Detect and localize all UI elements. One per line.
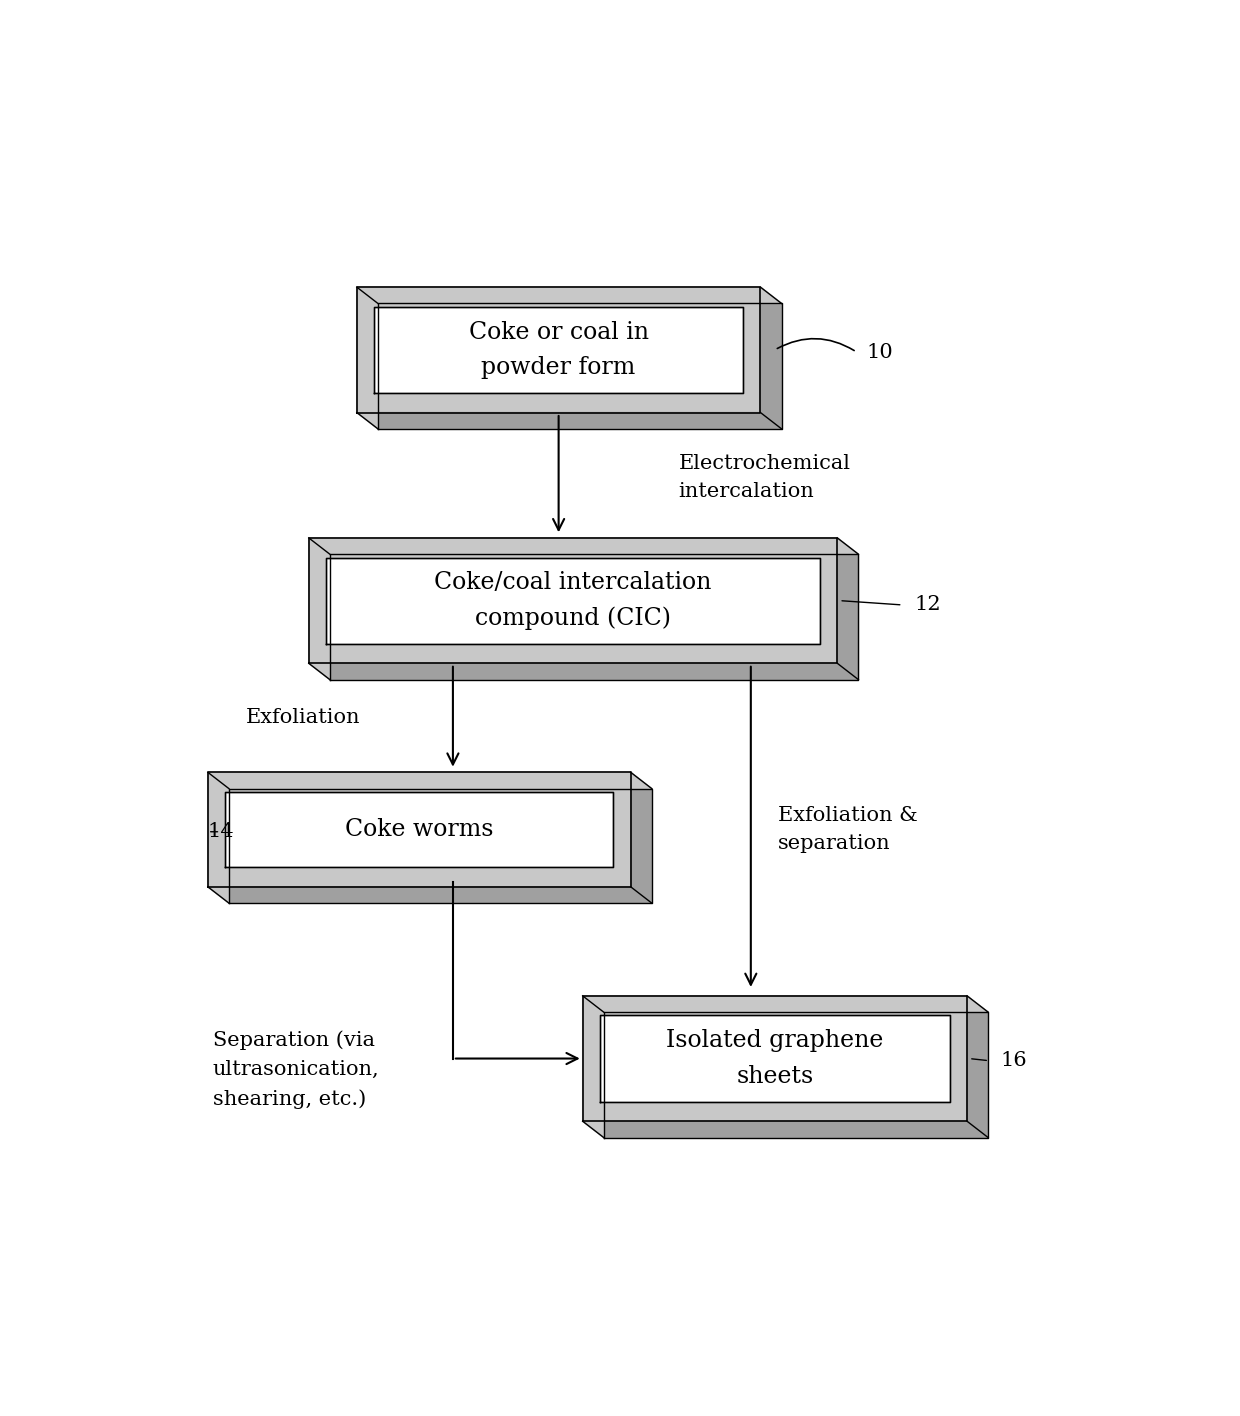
Polygon shape <box>357 287 378 429</box>
Text: 12: 12 <box>914 596 941 615</box>
Text: Isolated graphene
sheets: Isolated graphene sheets <box>666 1029 884 1087</box>
Polygon shape <box>326 558 820 644</box>
Text: Exfoliation &
separation: Exfoliation & separation <box>777 806 918 854</box>
Polygon shape <box>208 772 652 789</box>
Polygon shape <box>583 995 967 1121</box>
Polygon shape <box>837 538 858 680</box>
Polygon shape <box>226 792 614 867</box>
Polygon shape <box>357 412 781 429</box>
Polygon shape <box>357 287 760 412</box>
Text: 14: 14 <box>208 823 234 841</box>
Polygon shape <box>208 772 229 903</box>
Polygon shape <box>583 995 988 1012</box>
Polygon shape <box>583 995 604 1137</box>
Polygon shape <box>226 792 614 867</box>
Polygon shape <box>208 772 631 886</box>
Polygon shape <box>326 558 820 644</box>
Text: 10: 10 <box>866 343 893 361</box>
Polygon shape <box>967 995 988 1137</box>
Text: Separation (via
ultrasonication,
shearing, etc.): Separation (via ultrasonication, shearin… <box>213 1031 379 1109</box>
Polygon shape <box>357 287 760 412</box>
Polygon shape <box>600 1015 950 1102</box>
Polygon shape <box>309 538 837 663</box>
Polygon shape <box>374 307 743 392</box>
Polygon shape <box>309 538 837 663</box>
Polygon shape <box>631 772 652 903</box>
Text: 16: 16 <box>1001 1051 1027 1070</box>
Text: Electrochemical
intercalation: Electrochemical intercalation <box>678 453 851 501</box>
Polygon shape <box>760 287 781 429</box>
Polygon shape <box>583 995 967 1121</box>
Polygon shape <box>357 287 781 303</box>
Text: Exfoliation: Exfoliation <box>247 708 361 726</box>
Text: Coke/coal intercalation
compound (CIC): Coke/coal intercalation compound (CIC) <box>434 571 712 630</box>
Polygon shape <box>208 886 652 903</box>
Polygon shape <box>600 1015 950 1102</box>
Polygon shape <box>208 772 631 886</box>
Text: Coke or coal in
powder form: Coke or coal in powder form <box>469 320 649 379</box>
Text: Coke worms: Coke worms <box>345 818 494 841</box>
Polygon shape <box>374 307 743 392</box>
Polygon shape <box>309 538 330 680</box>
Polygon shape <box>583 1121 988 1137</box>
Polygon shape <box>309 538 858 554</box>
Polygon shape <box>309 663 858 680</box>
